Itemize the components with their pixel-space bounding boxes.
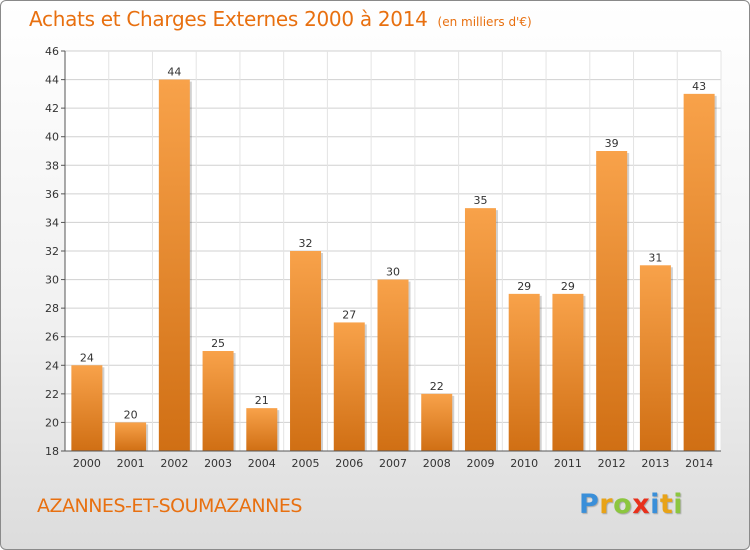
data-label: 21 xyxy=(255,394,269,407)
y-tick-label: 22 xyxy=(45,388,59,401)
x-tick-label: 2008 xyxy=(423,457,451,470)
data-label: 22 xyxy=(430,380,444,393)
x-tick-label: 2007 xyxy=(379,457,407,470)
logo-letter: P xyxy=(579,489,600,520)
y-tick-label: 26 xyxy=(45,331,59,344)
logo-letter: x xyxy=(632,489,651,520)
data-label: 35 xyxy=(473,194,487,207)
bar xyxy=(421,393,453,451)
y-tick-label: 40 xyxy=(45,131,59,144)
y-tick-label: 38 xyxy=(45,159,59,172)
x-tick-label: 2005 xyxy=(292,457,320,470)
bar xyxy=(508,293,540,451)
data-label: 20 xyxy=(124,408,138,421)
bar xyxy=(71,365,103,451)
x-tick-label: 2010 xyxy=(510,457,538,470)
x-tick-label: 2001 xyxy=(117,457,145,470)
bar xyxy=(596,151,628,451)
logo-letter: t xyxy=(659,489,674,520)
bar xyxy=(158,79,190,452)
y-tick-label: 44 xyxy=(45,74,59,87)
x-tick-label: 2006 xyxy=(335,457,363,470)
commune-name: AZANNES-ET-SOUMAZANNES xyxy=(37,495,302,517)
y-tick-label: 34 xyxy=(45,216,59,229)
bar xyxy=(290,251,322,451)
chart-title: Achats et Charges Externes 2000 à 2014 (e… xyxy=(29,7,532,31)
logo-letter: i xyxy=(650,489,660,520)
x-tick-label: 2009 xyxy=(466,457,494,470)
bar xyxy=(377,279,409,451)
y-tick-label: 18 xyxy=(45,445,59,458)
data-label: 27 xyxy=(342,308,356,321)
bar xyxy=(683,93,715,451)
y-tick-label: 42 xyxy=(45,102,59,115)
data-label: 31 xyxy=(648,251,662,264)
bar xyxy=(202,351,234,451)
y-tick-label: 20 xyxy=(45,416,59,429)
data-label: 32 xyxy=(299,237,313,250)
data-label: 43 xyxy=(692,80,706,93)
logo-letter: r xyxy=(599,489,614,520)
bar xyxy=(639,265,671,451)
x-tick-label: 2004 xyxy=(248,457,276,470)
x-tick-label: 2000 xyxy=(73,457,101,470)
title-text: Achats et Charges Externes 2000 à 2014 xyxy=(29,7,428,31)
logo-letter: i xyxy=(673,489,684,520)
proxiti-logo[interactable]: Proxiti xyxy=(579,489,683,520)
data-label: 39 xyxy=(605,137,619,150)
data-label: 25 xyxy=(211,337,225,350)
data-label: 29 xyxy=(561,280,575,293)
bar xyxy=(333,322,365,451)
y-tick-label: 36 xyxy=(45,188,59,201)
x-tick-label: 2003 xyxy=(204,457,232,470)
x-tick-label: 2011 xyxy=(554,457,582,470)
x-tick-label: 2013 xyxy=(641,457,669,470)
y-tick-label: 46 xyxy=(45,45,59,58)
bar xyxy=(552,293,584,451)
y-tick-label: 30 xyxy=(45,274,59,287)
bar xyxy=(464,208,496,451)
data-label: 29 xyxy=(517,280,531,293)
y-tick-label: 24 xyxy=(45,359,59,372)
x-tick-label: 2002 xyxy=(160,457,188,470)
logo-letter: o xyxy=(613,489,633,520)
bar xyxy=(115,422,147,451)
data-label: 30 xyxy=(386,266,400,279)
y-tick-label: 32 xyxy=(45,245,59,258)
x-tick-label: 2014 xyxy=(685,457,713,470)
bar xyxy=(246,408,278,451)
title-unit: (en milliers d'€) xyxy=(437,15,532,29)
y-tick-label: 28 xyxy=(45,302,59,315)
data-label: 24 xyxy=(80,351,94,364)
x-tick-label: 2012 xyxy=(598,457,626,470)
data-label: 44 xyxy=(167,66,181,79)
